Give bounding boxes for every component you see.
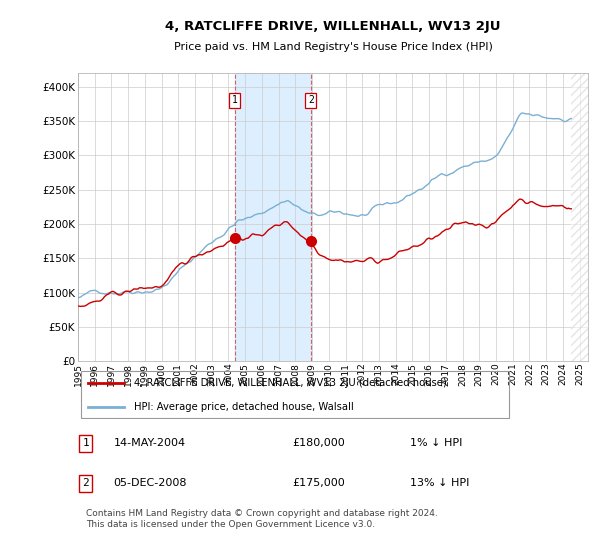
Text: 4, RATCLIFFE DRIVE, WILLENHALL, WV13 2JU: 4, RATCLIFFE DRIVE, WILLENHALL, WV13 2JU [165,20,501,32]
Text: Contains HM Land Registry data © Crown copyright and database right 2024.
This d: Contains HM Land Registry data © Crown c… [86,510,437,529]
Text: Price paid vs. HM Land Registry's House Price Index (HPI): Price paid vs. HM Land Registry's House … [173,42,493,52]
Text: £180,000: £180,000 [292,438,345,449]
Text: 1% ↓ HPI: 1% ↓ HPI [409,438,462,449]
Bar [571,73,600,361]
Text: 4, RATCLIFFE DRIVE, WILLENHALL, WV13 2JU (detached house): 4, RATCLIFFE DRIVE, WILLENHALL, WV13 2JU… [134,379,447,388]
Bar [571,73,596,361]
Text: 05-DEC-2008: 05-DEC-2008 [114,478,187,488]
Text: HPI: Average price, detached house, Walsall: HPI: Average price, detached house, Wals… [134,402,354,412]
Text: 2: 2 [308,95,314,105]
Text: 13% ↓ HPI: 13% ↓ HPI [409,478,469,488]
Text: 2: 2 [82,478,89,488]
Text: 14-MAY-2004: 14-MAY-2004 [114,438,186,449]
Text: 1: 1 [82,438,89,449]
Bar [235,73,311,361]
Text: £175,000: £175,000 [292,478,345,488]
Text: 1: 1 [232,95,238,105]
